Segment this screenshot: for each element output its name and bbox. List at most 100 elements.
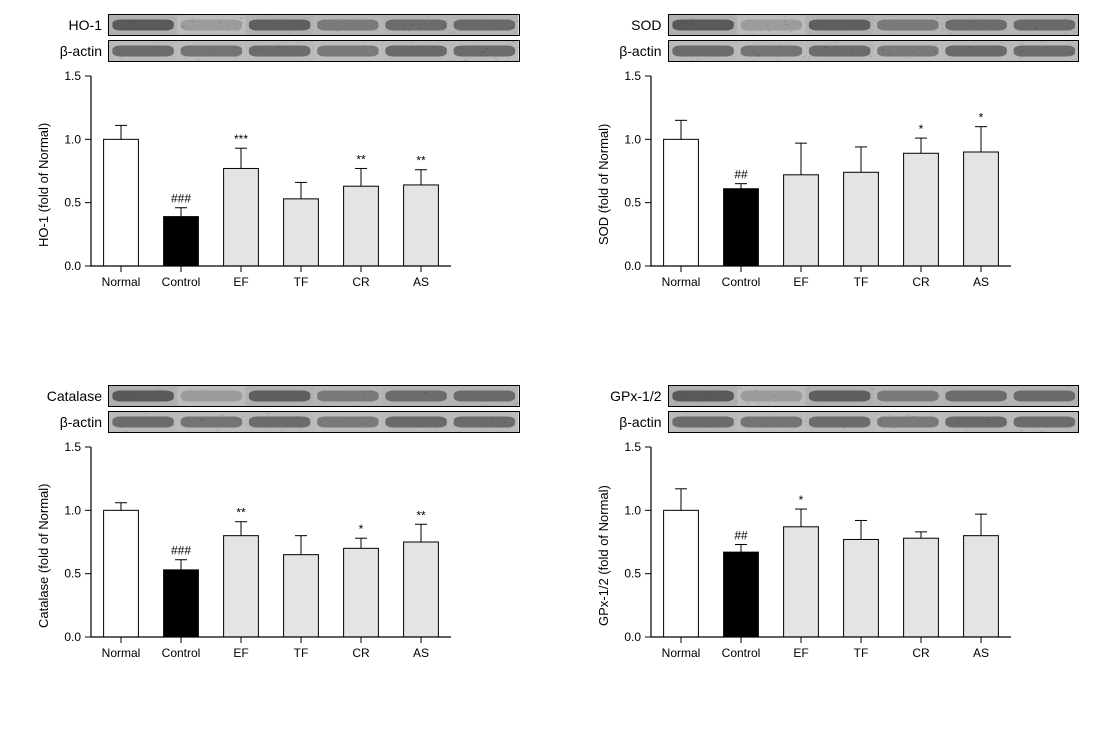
x-category-label: Control [162,275,201,289]
sig-label: * [978,111,983,125]
bar-ef [224,536,259,637]
svg-text:1.5: 1.5 [64,69,81,83]
bar-normal [663,510,698,637]
blot-row-target: SOD [594,14,1080,36]
x-category-label: AS [413,275,429,289]
panel-ho1: HO-1 β-actin HO-1 (fold of Normal) 0.0 0.5 1.… [0,0,560,371]
x-category-label: Normal [661,275,700,289]
chart-wrap: HO-1 (fold of Normal)0.00.51.01.5Normal#… [34,66,520,303]
bar-cr [903,153,938,266]
blot-row-actin: β-actin [34,40,520,62]
blot-label-actin: β-actin [34,414,108,430]
panel-catalase: Catalase β-actin Catalase (fold of Normal)… [0,371,560,742]
bar-tf [843,172,878,266]
y-axis-label: Catalase (fold of Normal) [34,437,51,674]
x-category-label: CR [912,646,930,660]
svg-text:1.5: 1.5 [624,440,641,454]
blot-band-actin [108,411,520,433]
x-category-label: TF [294,275,309,289]
x-category-label: EF [233,646,248,660]
svg-text:0.5: 0.5 [624,567,641,581]
sig-label: ### [171,544,191,558]
bar-control [164,570,199,637]
bar-chart: 0.00.51.01.5Normal###Control**EFTF*CR**A… [51,437,461,669]
sig-label: * [798,493,803,507]
blot-band-actin [668,411,1080,433]
blot-label-target: GPx-1/2 [594,388,668,404]
figure-grid: HO-1 β-actin HO-1 (fold of Normal) 0.0 0.5 1.… [0,0,1119,742]
blot-row-target: HO-1 [34,14,520,36]
panel-sod: SOD β-actin SOD (fold of Normal) 0.0 0.5 1.0 1… [560,0,1119,371]
blot-band-target [668,385,1080,407]
bar-tf [843,539,878,637]
bar-chart: 0.00.51.01.5Normal##ControlEFTF*CR*AS [611,66,1021,298]
blot-row-target: Catalase [34,385,520,407]
blot-row-actin: β-actin [34,411,520,433]
blot-label-target: SOD [594,17,668,33]
svg-text:0.0: 0.0 [624,259,641,273]
bar-as [963,152,998,266]
sig-label: * [918,122,923,136]
svg-text:0.0: 0.0 [64,630,81,644]
bar-cr [344,548,379,637]
svg-text:0.5: 0.5 [64,196,81,210]
svg-text:1.5: 1.5 [624,69,641,83]
x-category-label: CR [352,275,370,289]
x-category-label: TF [853,646,868,660]
bar-normal [663,139,698,266]
blot-band-target [108,14,520,36]
bar-chart: 0.00.51.01.5Normal##Control*EFTFCRAS [611,437,1021,669]
sig-label: *** [234,132,248,146]
blot-band-actin [668,40,1080,62]
x-category-label: Control [721,275,760,289]
chart-wrap: GPx-1/2 (fold of Normal)0.00.51.01.5Norm… [594,437,1080,674]
x-category-label: TF [853,275,868,289]
y-axis-label: GPx-1/2 (fold of Normal) [594,437,611,674]
blot-label-actin: β-actin [34,43,108,59]
sig-label: ### [171,192,191,206]
bar-normal [104,510,139,637]
bar-control [723,552,758,637]
chart-wrap: SOD (fold of Normal) 0.0 0.5 1.0 1.5 Normal ##… [594,66,1080,303]
bar-control [723,189,758,266]
bar-control [164,217,199,266]
svg-text:0.0: 0.0 [64,259,81,273]
bar-chart: 0.00.51.01.5Normal###Control***EFTF**CR*… [51,66,461,298]
svg-text:0.0: 0.0 [624,630,641,644]
sig-label: ## [734,168,748,182]
blot-band-target [668,14,1080,36]
sig-label: ## [734,529,748,543]
y-axis-label: HO-1 (fold of Normal) [34,66,51,303]
svg-text:1.0: 1.0 [64,503,81,517]
x-category-label: Control [721,646,760,660]
bar-as [404,185,439,266]
svg-text:1.0: 1.0 [624,132,641,146]
sig-label: * [359,522,364,536]
svg-text:0.5: 0.5 [624,196,641,210]
bar-as [963,536,998,637]
x-category-label: EF [793,646,808,660]
bar-cr [344,186,379,266]
bar-ef [783,527,818,637]
blot-label-actin: β-actin [594,43,668,59]
sig-label: ** [236,506,246,520]
blot-row-actin: β-actin [594,411,1080,433]
sig-label: ** [416,508,426,522]
x-category-label: CR [352,646,370,660]
x-category-label: EF [793,275,808,289]
svg-text:1.0: 1.0 [64,132,81,146]
blot-label-target: HO-1 [34,17,108,33]
sig-label: ** [356,152,366,166]
bar-tf [284,199,319,266]
sig-label: ** [416,154,426,168]
x-category-label: AS [413,646,429,660]
bar-tf [284,555,319,637]
bar-normal [104,139,139,266]
bar-ef [783,175,818,266]
x-category-label: TF [294,646,309,660]
blot-row-target: GPx-1/2 [594,385,1080,407]
chart-wrap: Catalase (fold of Normal)0.00.51.01.5Nor… [34,437,520,674]
bar-cr [903,538,938,637]
y-axis-label: SOD (fold of Normal) [594,66,611,303]
svg-text:0.5: 0.5 [64,567,81,581]
